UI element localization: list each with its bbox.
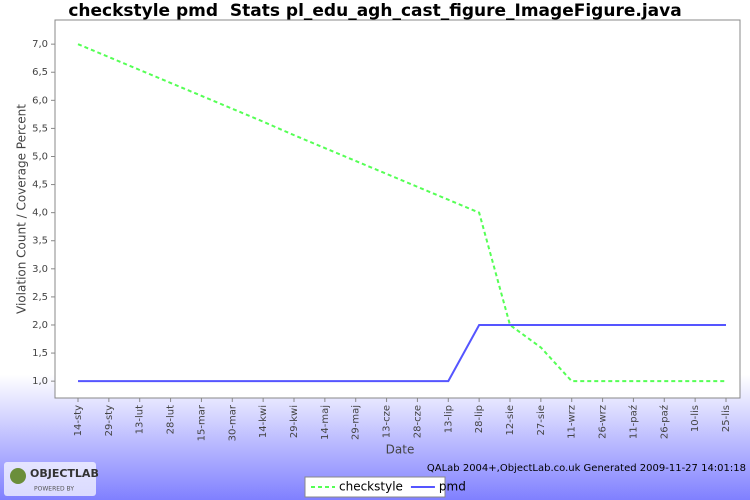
series-line xyxy=(78,323,726,383)
logo-sub: POWERED BY xyxy=(34,486,74,493)
legend-label: pmd xyxy=(439,480,466,494)
y-tick-label: 1,0 xyxy=(32,376,48,387)
logo: OBJECTLAB xyxy=(30,467,99,480)
x-tick-label: 14-kwi xyxy=(258,405,269,438)
footer: QALab 2004+,ObjectLab.co.uk Generated 20… xyxy=(427,463,746,474)
x-tick-label: 28-lut xyxy=(166,405,177,434)
x-tick-label: 10-lis xyxy=(690,405,701,432)
x-tick-label: 13-cze xyxy=(382,405,393,438)
legend-box xyxy=(304,476,446,498)
x-tick-label: 26-wrz xyxy=(598,405,609,439)
x-tick-label: 28-lip xyxy=(474,405,485,433)
y-tick-label: 4,0 xyxy=(32,208,48,219)
logo-box xyxy=(4,462,96,496)
x-tick-label: 11-paź xyxy=(627,405,639,439)
x-tick-label: 13-lip xyxy=(443,405,454,433)
y-axis-title: Violation Count / Coverage Percent xyxy=(15,104,29,314)
y-tick-label: 3,5 xyxy=(32,236,48,247)
y-tick-label: 5,0 xyxy=(32,151,48,162)
x-tick-label: 12-sie xyxy=(505,405,516,435)
y-tick-label: 6,5 xyxy=(32,67,48,78)
y-tick-label: 1,5 xyxy=(32,348,48,359)
x-tick-label: 26-paź xyxy=(658,405,670,439)
x-tick-label: 14-sty xyxy=(73,405,84,436)
y-tick-label: 5,5 xyxy=(32,123,48,134)
y-tick-label: 6,0 xyxy=(32,95,48,106)
legend: checkstyle pmd xyxy=(304,476,466,498)
x-tick-label: 29-sty xyxy=(104,405,115,436)
x-tick-label: 29-kwi xyxy=(289,405,300,438)
x-tick-label: 27-sie xyxy=(536,405,547,435)
x-tick-label: 13-lut xyxy=(135,405,146,434)
x-axis-title: Date xyxy=(386,443,415,457)
x-tick-label: 15-mar xyxy=(196,404,207,441)
x-tick-label: 14-maj xyxy=(320,405,331,440)
y-tick-label: 3,0 xyxy=(32,264,48,275)
y-tick-label: 4,5 xyxy=(32,180,48,191)
y-tick-label: 7,0 xyxy=(32,39,48,50)
chart-title: checkstyle pmd Stats pl_edu_agh_cast_fig… xyxy=(68,1,681,21)
series-line xyxy=(77,43,726,383)
x-tick-label: 30-mar xyxy=(227,404,238,441)
logo-icon xyxy=(10,468,26,484)
x-tick-label: 25-lis xyxy=(721,405,732,432)
x-tick-label: 29-maj xyxy=(351,405,362,440)
y-tick-label: 2,5 xyxy=(32,292,48,303)
y-tick-label: 2,0 xyxy=(32,320,48,331)
legend-label: checkstyle xyxy=(339,480,403,494)
x-tick-label: 28-cze xyxy=(412,405,423,438)
x-tick-label: 11-wrz xyxy=(567,405,578,439)
